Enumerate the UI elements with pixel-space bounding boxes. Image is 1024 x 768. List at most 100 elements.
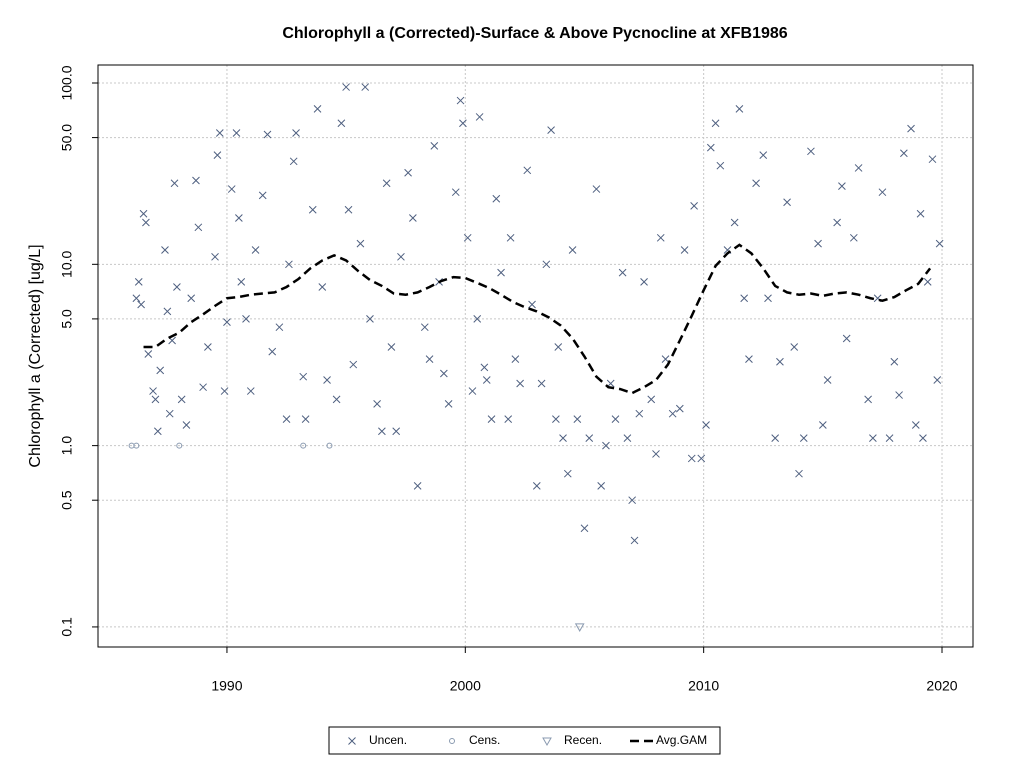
legend-box xyxy=(328,726,721,755)
y-tick-label: 0.5 xyxy=(59,490,75,510)
data-point xyxy=(173,283,181,291)
data-point xyxy=(580,524,589,533)
data-point xyxy=(516,379,524,388)
data-point xyxy=(916,209,925,218)
data-point xyxy=(413,481,422,490)
data-point xyxy=(382,179,391,188)
data-point xyxy=(232,129,241,137)
data-point xyxy=(177,395,186,404)
data-point xyxy=(289,157,298,166)
data-point xyxy=(890,357,899,366)
data-point xyxy=(176,442,183,449)
y-tick-label: 50.0 xyxy=(59,124,75,151)
data-point xyxy=(537,379,546,388)
data-point xyxy=(151,395,160,404)
data-point xyxy=(523,166,532,175)
data-point xyxy=(668,409,677,418)
data-point xyxy=(552,415,560,423)
data-point xyxy=(223,318,231,326)
data-point xyxy=(807,147,815,156)
data-point xyxy=(308,205,317,214)
data-point xyxy=(854,164,863,172)
data-point xyxy=(204,343,212,351)
data-point xyxy=(344,205,353,214)
data-point xyxy=(618,268,627,277)
data-point xyxy=(842,334,851,343)
data-point xyxy=(144,350,153,358)
data-point xyxy=(795,469,803,478)
data-point xyxy=(301,415,310,423)
data-point xyxy=(439,369,448,378)
y-axis-label: Chlorophyll a (Corrected) [ug/L] xyxy=(27,244,44,467)
data-point xyxy=(823,376,832,384)
data-point xyxy=(337,119,346,128)
data-point xyxy=(285,260,293,269)
x-tick-label: 2010 xyxy=(688,678,719,694)
data-point xyxy=(425,355,434,363)
x-tick-label: 1990 xyxy=(211,678,242,694)
data-point xyxy=(492,194,501,203)
plot-frame xyxy=(97,64,974,648)
data-point xyxy=(282,415,291,423)
data-point xyxy=(628,496,637,505)
x-tick-label: 2000 xyxy=(450,678,481,694)
x-tick-label: 2020 xyxy=(926,678,957,694)
data-point xyxy=(313,105,322,113)
data-point xyxy=(647,395,656,404)
gam-line xyxy=(143,243,932,395)
data-point xyxy=(818,421,827,429)
data-point xyxy=(585,434,594,442)
data-point xyxy=(895,391,903,399)
y-tick-label: 10.0 xyxy=(59,250,75,277)
data-point xyxy=(878,188,887,197)
data-point xyxy=(764,294,772,303)
data-point xyxy=(907,124,915,133)
data-point xyxy=(332,395,341,404)
data-point xyxy=(194,223,203,232)
y-tick-label: 0.1 xyxy=(59,617,75,637)
chart-title: Chlorophyll a (Corrected)-Surface & Abov… xyxy=(282,25,787,42)
data-point xyxy=(497,268,505,277)
legend-swatch xyxy=(542,737,552,747)
data-point xyxy=(771,434,780,442)
plot-marks xyxy=(128,83,944,632)
data-point xyxy=(397,252,405,261)
legend: Uncen. Cens. Recen. Avg.GAM xyxy=(328,726,721,755)
data-point xyxy=(573,415,582,423)
data-point xyxy=(356,239,365,248)
data-point xyxy=(318,283,327,291)
data-point xyxy=(199,383,207,392)
data-point xyxy=(702,421,710,429)
data-point xyxy=(187,294,196,303)
data-point xyxy=(864,395,872,404)
data-point xyxy=(528,300,536,309)
data-point xyxy=(459,119,467,128)
data-point xyxy=(263,130,272,139)
data-point xyxy=(928,155,937,164)
data-point xyxy=(697,454,706,463)
data-point xyxy=(597,481,606,490)
data-point xyxy=(323,376,331,384)
data-point xyxy=(574,623,585,632)
data-point xyxy=(885,434,894,442)
data-point xyxy=(134,278,143,286)
data-point xyxy=(869,434,877,442)
data-point xyxy=(430,142,439,150)
data-point xyxy=(242,315,250,323)
data-point xyxy=(451,188,460,197)
data-point xyxy=(568,246,577,254)
y-tick-label: 1.0 xyxy=(59,436,75,456)
data-point xyxy=(849,233,858,242)
data-point xyxy=(387,343,396,351)
data-point xyxy=(652,450,660,458)
data-point xyxy=(900,149,908,158)
data-point xyxy=(640,278,648,286)
data-point xyxy=(456,96,465,105)
data-point xyxy=(237,278,246,286)
y-tick-label: 5.0 xyxy=(59,309,75,329)
legend-swatch xyxy=(449,738,455,744)
data-point xyxy=(790,343,799,351)
data-point xyxy=(504,415,513,423)
data-point xyxy=(838,182,846,190)
